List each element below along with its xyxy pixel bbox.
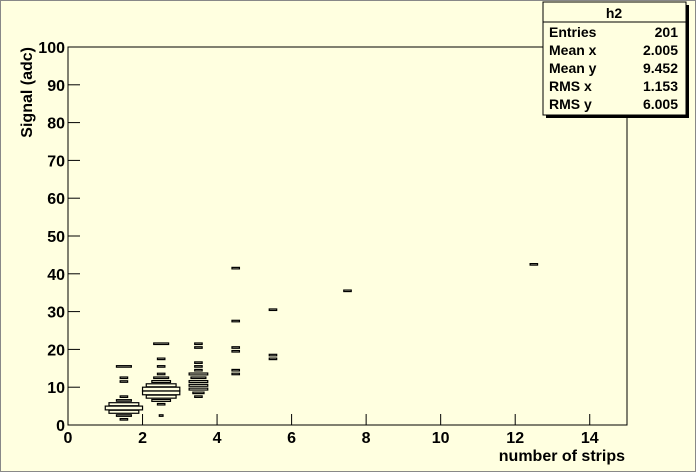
box	[194, 395, 203, 398]
box	[231, 372, 241, 376]
y-tick-label: 10	[47, 380, 65, 397]
box	[119, 380, 129, 383]
box	[188, 387, 209, 391]
box	[115, 365, 132, 368]
box	[231, 266, 241, 270]
x-tick-label: 2	[138, 430, 147, 447]
y-tick-label: 20	[47, 342, 65, 359]
y-tick-label: 80	[47, 116, 65, 133]
box	[119, 395, 129, 398]
box	[194, 361, 203, 364]
box	[151, 398, 172, 402]
box	[268, 353, 278, 357]
stats-value: 1.153	[643, 78, 678, 94]
box	[115, 399, 132, 402]
box	[158, 414, 164, 417]
box	[145, 383, 177, 388]
box	[231, 346, 241, 349]
box	[194, 346, 203, 349]
box	[194, 365, 203, 368]
x-tick-label: 10	[432, 430, 450, 447]
box	[156, 402, 166, 406]
stats-label: Mean y	[549, 60, 597, 76]
box	[529, 263, 539, 266]
stats-value: 2.005	[643, 42, 678, 58]
y-tick-label: 30	[47, 305, 65, 322]
box	[108, 402, 140, 407]
box	[188, 372, 209, 376]
y-tick-label: 50	[47, 229, 65, 246]
x-tick-label: 4	[213, 430, 222, 447]
box	[194, 342, 203, 346]
y-tick-label: 40	[47, 267, 65, 284]
x-tick-label: 12	[506, 430, 524, 447]
box	[194, 368, 203, 372]
y-tick-label: 90	[47, 78, 65, 95]
y-tick-label: 100	[38, 40, 65, 57]
box	[343, 289, 352, 293]
x-tick-label: 14	[581, 430, 599, 447]
y-tick-label: 70	[47, 153, 65, 170]
box	[156, 357, 166, 361]
y-tick-label: 60	[47, 191, 65, 208]
box	[156, 372, 166, 376]
y-tick-label: 0	[56, 418, 65, 435]
box	[231, 349, 241, 353]
stats-title: h2	[606, 5, 623, 21]
box	[119, 417, 129, 421]
box	[188, 379, 209, 384]
box	[119, 376, 129, 380]
box	[153, 342, 170, 346]
x-tick-label: 8	[362, 430, 371, 447]
x-axis-title: number of strips	[499, 448, 625, 465]
stats-value: 9.452	[643, 60, 678, 76]
box	[231, 368, 241, 372]
y-axis-title: Signal (adc)	[19, 47, 36, 138]
stats-label: RMS x	[549, 78, 592, 94]
x-tick-label: 0	[64, 430, 73, 447]
box	[268, 308, 278, 312]
box	[231, 319, 241, 323]
box	[190, 376, 207, 380]
box	[156, 365, 166, 368]
stats-panel	[542, 1, 687, 116]
box	[268, 357, 278, 361]
stats-value: 6.005	[643, 96, 678, 112]
box	[115, 414, 132, 417]
box	[192, 391, 205, 395]
stats-label: RMS y	[549, 96, 592, 112]
box	[151, 379, 172, 384]
plot-frame	[67, 46, 628, 426]
stats-label: Entries	[549, 24, 597, 40]
box	[153, 376, 170, 380]
x-tick-label: 6	[287, 430, 296, 447]
stats-box	[542, 1, 689, 118]
stats-label: Mean x	[549, 42, 597, 58]
box	[188, 383, 209, 387]
stats-value: 201	[655, 24, 679, 40]
